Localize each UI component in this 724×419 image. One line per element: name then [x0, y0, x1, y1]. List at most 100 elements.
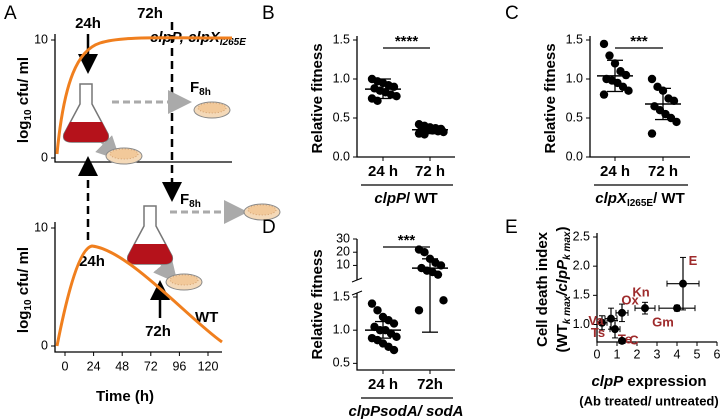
y-tick-label: 1.5: [333, 32, 350, 46]
x-tick-label: 0: [594, 347, 601, 361]
x-axis-label: clpXI265E/ WT: [595, 190, 684, 209]
data-point: [618, 308, 626, 317]
petri-dish: [105, 147, 143, 165]
y-axis-label: (WTk max/clpPk max): [554, 227, 573, 353]
data-point: [624, 86, 633, 95]
data-point: [439, 296, 448, 305]
y-tick-label: 0.5: [566, 110, 583, 124]
data-point: [669, 96, 679, 106]
y-axis-label: log10 cfu/ ml: [15, 247, 34, 333]
growth-curve: [55, 244, 223, 347]
x-tick-label: 72h: [417, 376, 443, 393]
label-part: / WT: [653, 190, 685, 207]
data-point: [392, 91, 401, 101]
y-tick-label: 10: [34, 32, 48, 46]
strain-label: WT: [195, 309, 218, 326]
label-part: expression: [623, 373, 706, 390]
x-tick-label: 1: [614, 347, 621, 361]
point-label: C: [629, 332, 639, 347]
x-tick-label: 24 h: [600, 163, 630, 180]
label-part: clpP: [374, 190, 407, 207]
y-tick-label: 1.0: [573, 317, 590, 331]
data-point: [392, 332, 401, 342]
label-part: k max: [562, 231, 573, 260]
x-tick-label: 72: [144, 359, 158, 373]
petri-dish: [243, 203, 281, 221]
y-tick-label: 1.0: [333, 71, 350, 85]
data-point: [598, 318, 606, 327]
y-axis-label: Relative fitness: [309, 43, 326, 153]
panel-letter: D: [262, 217, 276, 238]
x-axis-label: (Ab treated/ untreated): [579, 393, 718, 408]
time-label: 72h: [145, 323, 171, 340]
data-point: [599, 39, 609, 49]
y-tick-label: 1.5: [333, 289, 350, 303]
label-part: / WT: [406, 190, 438, 207]
data-point: [621, 70, 631, 80]
data-point: [420, 130, 429, 139]
y-tick-label: 10: [34, 220, 48, 234]
x-tick-label: 5: [694, 347, 701, 361]
petri-dish: [193, 101, 231, 119]
x-axis-label: Time (h): [96, 388, 154, 405]
x-tick-label: 24: [87, 359, 101, 373]
data-point: [618, 336, 626, 345]
data-point: [389, 345, 399, 355]
data-point: [414, 306, 424, 315]
x-tick-label: 120: [198, 359, 219, 373]
y-tick-label: 0.0: [566, 149, 583, 163]
data-point: [641, 304, 649, 313]
growth-curve: [55, 36, 233, 155]
data-point: [433, 270, 443, 279]
flow-label: F8h: [180, 191, 201, 210]
y-tick-label: 0.5: [333, 110, 350, 124]
y-axis-label: Relative fitness: [309, 249, 326, 359]
x-axis-label: clpP/ WT: [374, 190, 437, 207]
label-part: clpP: [591, 373, 624, 390]
axis-break: [351, 277, 363, 283]
data-point: [611, 325, 619, 334]
x-tick-label: 96: [172, 359, 186, 373]
data-point: [389, 319, 399, 328]
time-label: 24h: [79, 253, 105, 270]
x-tick-label: 72 h: [415, 163, 445, 180]
y-tick-label: 1.0: [333, 322, 350, 336]
axis: [54, 34, 232, 163]
data-point: [607, 314, 615, 323]
x-axis-label: clpP expression: [591, 373, 706, 390]
data-point: [647, 74, 657, 84]
data-point: [599, 90, 609, 99]
x-tick-label: 0: [62, 359, 69, 373]
axis: [54, 222, 222, 353]
y-axis-label: log10 cfu/ ml: [15, 57, 34, 143]
point-label: Kn: [632, 285, 649, 300]
significance-label: ***: [398, 232, 416, 249]
time-label: 24h: [75, 15, 101, 32]
data-point: [673, 304, 681, 313]
data-point: [647, 129, 657, 138]
label-part: / sodA: [417, 403, 464, 419]
data-point: [420, 248, 429, 257]
y-tick-label: 2.0: [573, 258, 590, 272]
label-part: I265E: [627, 198, 653, 209]
y-tick-label: 0.0: [333, 149, 350, 163]
label-part: clpX: [595, 190, 628, 207]
y-tick-label: 1.5: [566, 32, 583, 46]
y-tick-label: 0: [41, 150, 48, 164]
point-label: Ox: [621, 292, 639, 307]
significance-label: ****: [395, 33, 419, 50]
petri-dish: [165, 273, 203, 291]
y-tick-label: 2.5: [573, 229, 590, 243]
y-axis-label: Cell death index: [534, 231, 551, 347]
x-tick-label: 2: [634, 347, 641, 361]
y-tick-label: 20: [336, 245, 350, 259]
panel-letter: B: [262, 3, 275, 24]
label-part: /clpP: [554, 259, 571, 297]
data-point: [672, 117, 681, 127]
x-tick-label: 3: [654, 347, 661, 361]
x-tick-label: 6: [714, 347, 721, 361]
y-tick-label: 30: [336, 231, 350, 245]
label-part: ): [554, 227, 571, 232]
data-point: [373, 306, 382, 315]
